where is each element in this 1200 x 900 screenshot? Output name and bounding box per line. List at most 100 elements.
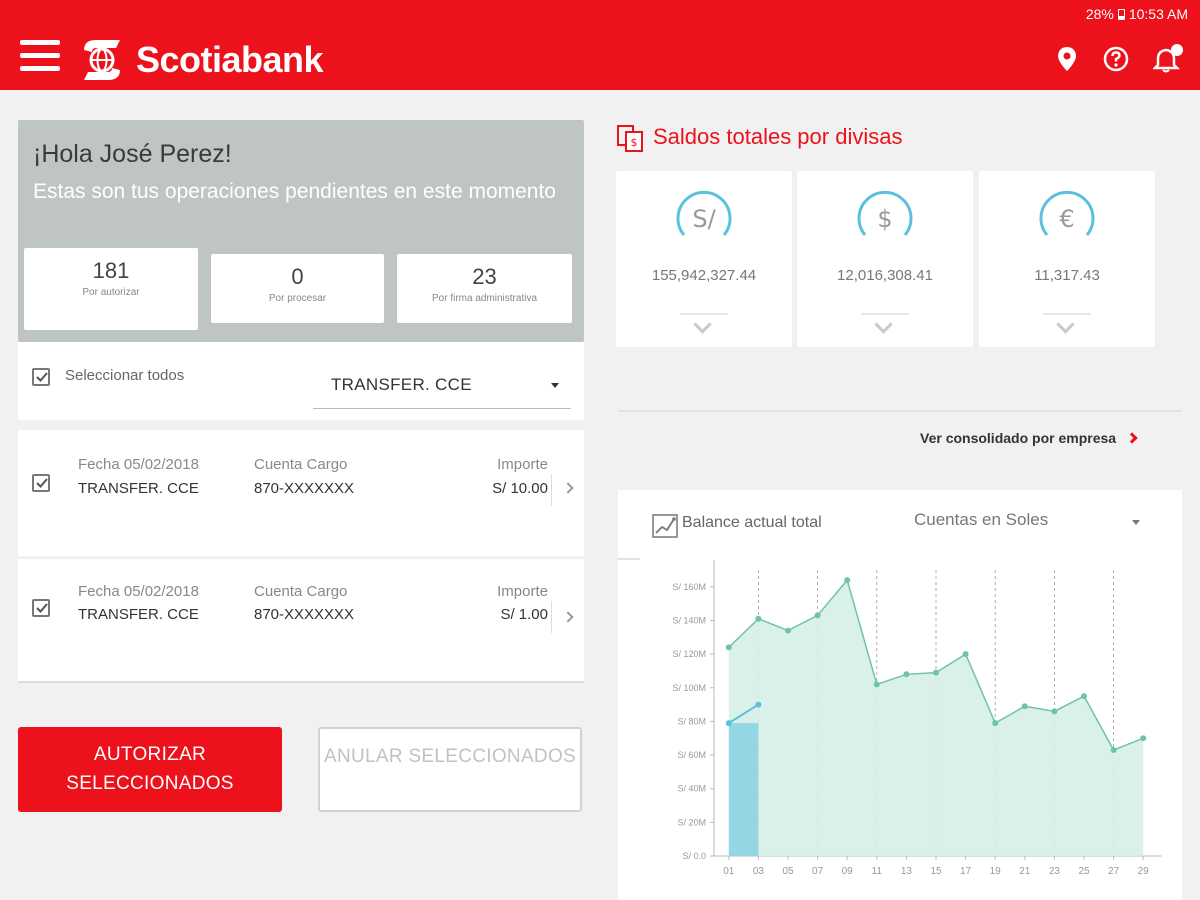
soles-icon: S/ [676,190,732,236]
data-point [873,681,880,688]
y-tick-label: S/ 40M [677,784,706,794]
y-tick-label: S/ 160M [672,582,706,592]
filter-row: Seleccionar todos TRANSFER. CCE [18,342,584,420]
count-card-por-firma[interactable]: 23 Por firma administrativa [397,254,572,323]
account-type-dropdown[interactable]: Cuentas en Soles [914,510,1148,540]
tab-indicator [618,558,640,560]
count-value: 0 [291,264,304,289]
x-tick-label: 01 [723,866,735,877]
section-divider [618,410,1182,412]
svg-text:$: $ [631,136,638,149]
x-tick-label: 21 [1019,866,1031,877]
chevron-down-icon [551,383,559,388]
currency-card-dollars[interactable]: $ 12,016,308.41 [797,171,973,347]
amount-label: Importe [497,583,548,600]
series-area [728,580,1144,856]
euro-icon: € [1039,190,1095,236]
y-tick-label: S/ 120M [672,649,706,659]
chevron-down-icon[interactable] [1056,315,1075,334]
balances-title: Saldos totales por divisas [653,124,903,149]
operation-date: Fecha 05/02/2018 [78,456,199,473]
authorize-selected-button[interactable]: AUTORIZAR SELECCIONADOS [18,727,282,812]
amount-value: S/ 1.00 [500,606,548,623]
chevron-right-icon[interactable] [562,482,574,494]
data-point [992,720,999,727]
highlight-bar [728,723,759,856]
data-point [962,651,969,658]
currency-amount: 155,942,327.44 [651,267,757,284]
operation-type-dropdown[interactable]: TRANSFER. CCE [313,367,571,409]
operation-date: Fecha 05/02/2018 [78,583,199,600]
data-point [785,627,791,634]
highlight-line [728,703,759,724]
data-point [1140,735,1147,742]
row-divider [551,601,552,633]
currency-symbol: € [1059,205,1074,233]
amount-value: S/ 10.00 [492,480,548,497]
data-point [725,644,732,651]
highlight-point [725,720,732,727]
y-tick-label: S/ 80M [677,716,706,726]
operation-checkbox[interactable] [32,474,50,492]
data-point [1051,708,1058,715]
battery-level: 28% [1085,6,1114,22]
data-point [1021,703,1028,710]
select-all-checkbox[interactable] [32,368,50,386]
y-tick-label: S/ 60M [677,750,706,760]
chevron-right-icon[interactable] [562,611,574,623]
x-tick-label: 05 [782,866,794,877]
account-number: 870-XXXXXXX [254,480,355,497]
currency-card-euros[interactable]: € 11,317.43 [979,171,1155,347]
y-tick-label: S/ 20M [677,817,706,827]
balance-chart-card: Balance actual total Cuentas en Soles S/… [618,490,1182,900]
chevron-down-icon[interactable] [874,315,893,334]
x-tick-label: 13 [901,866,913,877]
count-label: Por procesar [268,293,327,304]
chevron-down-icon[interactable] [693,315,712,334]
line-chart-icon [652,514,678,538]
account-label: Cuenta Cargo [254,456,348,473]
currency-amount: 12,016,308.41 [837,267,933,284]
x-tick-label: 23 [1049,866,1061,877]
list-item[interactable]: Fecha 05/02/2018 TRANSFER. CCE Cuenta Ca… [18,430,584,556]
x-tick-label: 25 [1078,866,1090,877]
location-pin-icon[interactable] [1053,44,1081,74]
x-tick-label: 11 [872,866,883,877]
y-tick-label: S/ 140M [672,615,706,625]
count-card-por-autorizar[interactable]: 181 Por autorizar [24,248,198,330]
dollar-icon: $ [857,190,913,236]
currency-symbol: S/ [692,205,716,233]
count-label: Por autorizar [82,287,140,298]
pending-operations-summary: ¡Hola José Perez! Estas son tus operacio… [18,120,584,342]
x-tick-label: 17 [960,866,972,877]
clock: 10:53 AM [1128,6,1188,22]
balance-chart-title: Balance actual total [682,514,822,531]
card-divider [1043,313,1091,315]
menu-icon[interactable] [20,40,60,76]
x-tick-label: 07 [812,866,824,877]
operation-checkbox[interactable] [32,599,50,617]
count-value: 181 [92,258,130,283]
select-all-label: Seleccionar todos [65,367,185,384]
balance-area-chart: S/ 0.0 S/ 20M S/ 40M S/ 60M S/ 80M S/ 100M S/ … [672,560,1162,877]
brand-logo: Scotiabank [78,36,324,84]
x-tick-label: 27 [1108,866,1120,877]
greeting-title: ¡Hola José Perez! [33,140,232,168]
x-tick-label: 15 [930,866,942,877]
view-consolidated-link[interactable]: Ver consolidado por empresa [920,430,1138,446]
card-divider [680,313,728,315]
data-point [903,671,910,678]
currency-exchange-icon: $ [617,125,643,152]
account-number: 870-XXXXXXX [254,606,355,623]
currency-card-soles[interactable]: S/ 155,942,327.44 [616,171,792,347]
count-card-por-procesar[interactable]: 0 Por procesar [211,254,384,323]
x-tick-label: 03 [753,866,765,877]
operation-type: TRANSFER. CCE [78,606,199,623]
x-tick-label: 19 [990,866,1002,877]
help-icon[interactable] [1102,44,1130,74]
currency-symbol: $ [877,205,892,233]
list-item[interactable]: Fecha 05/02/2018 TRANSFER. CCE Cuenta Ca… [18,559,584,683]
amount-label: Importe [497,456,548,473]
notification-bell-icon[interactable] [1153,44,1187,74]
cancel-selected-button[interactable]: ANULAR SELECCIONADOS [318,727,582,812]
